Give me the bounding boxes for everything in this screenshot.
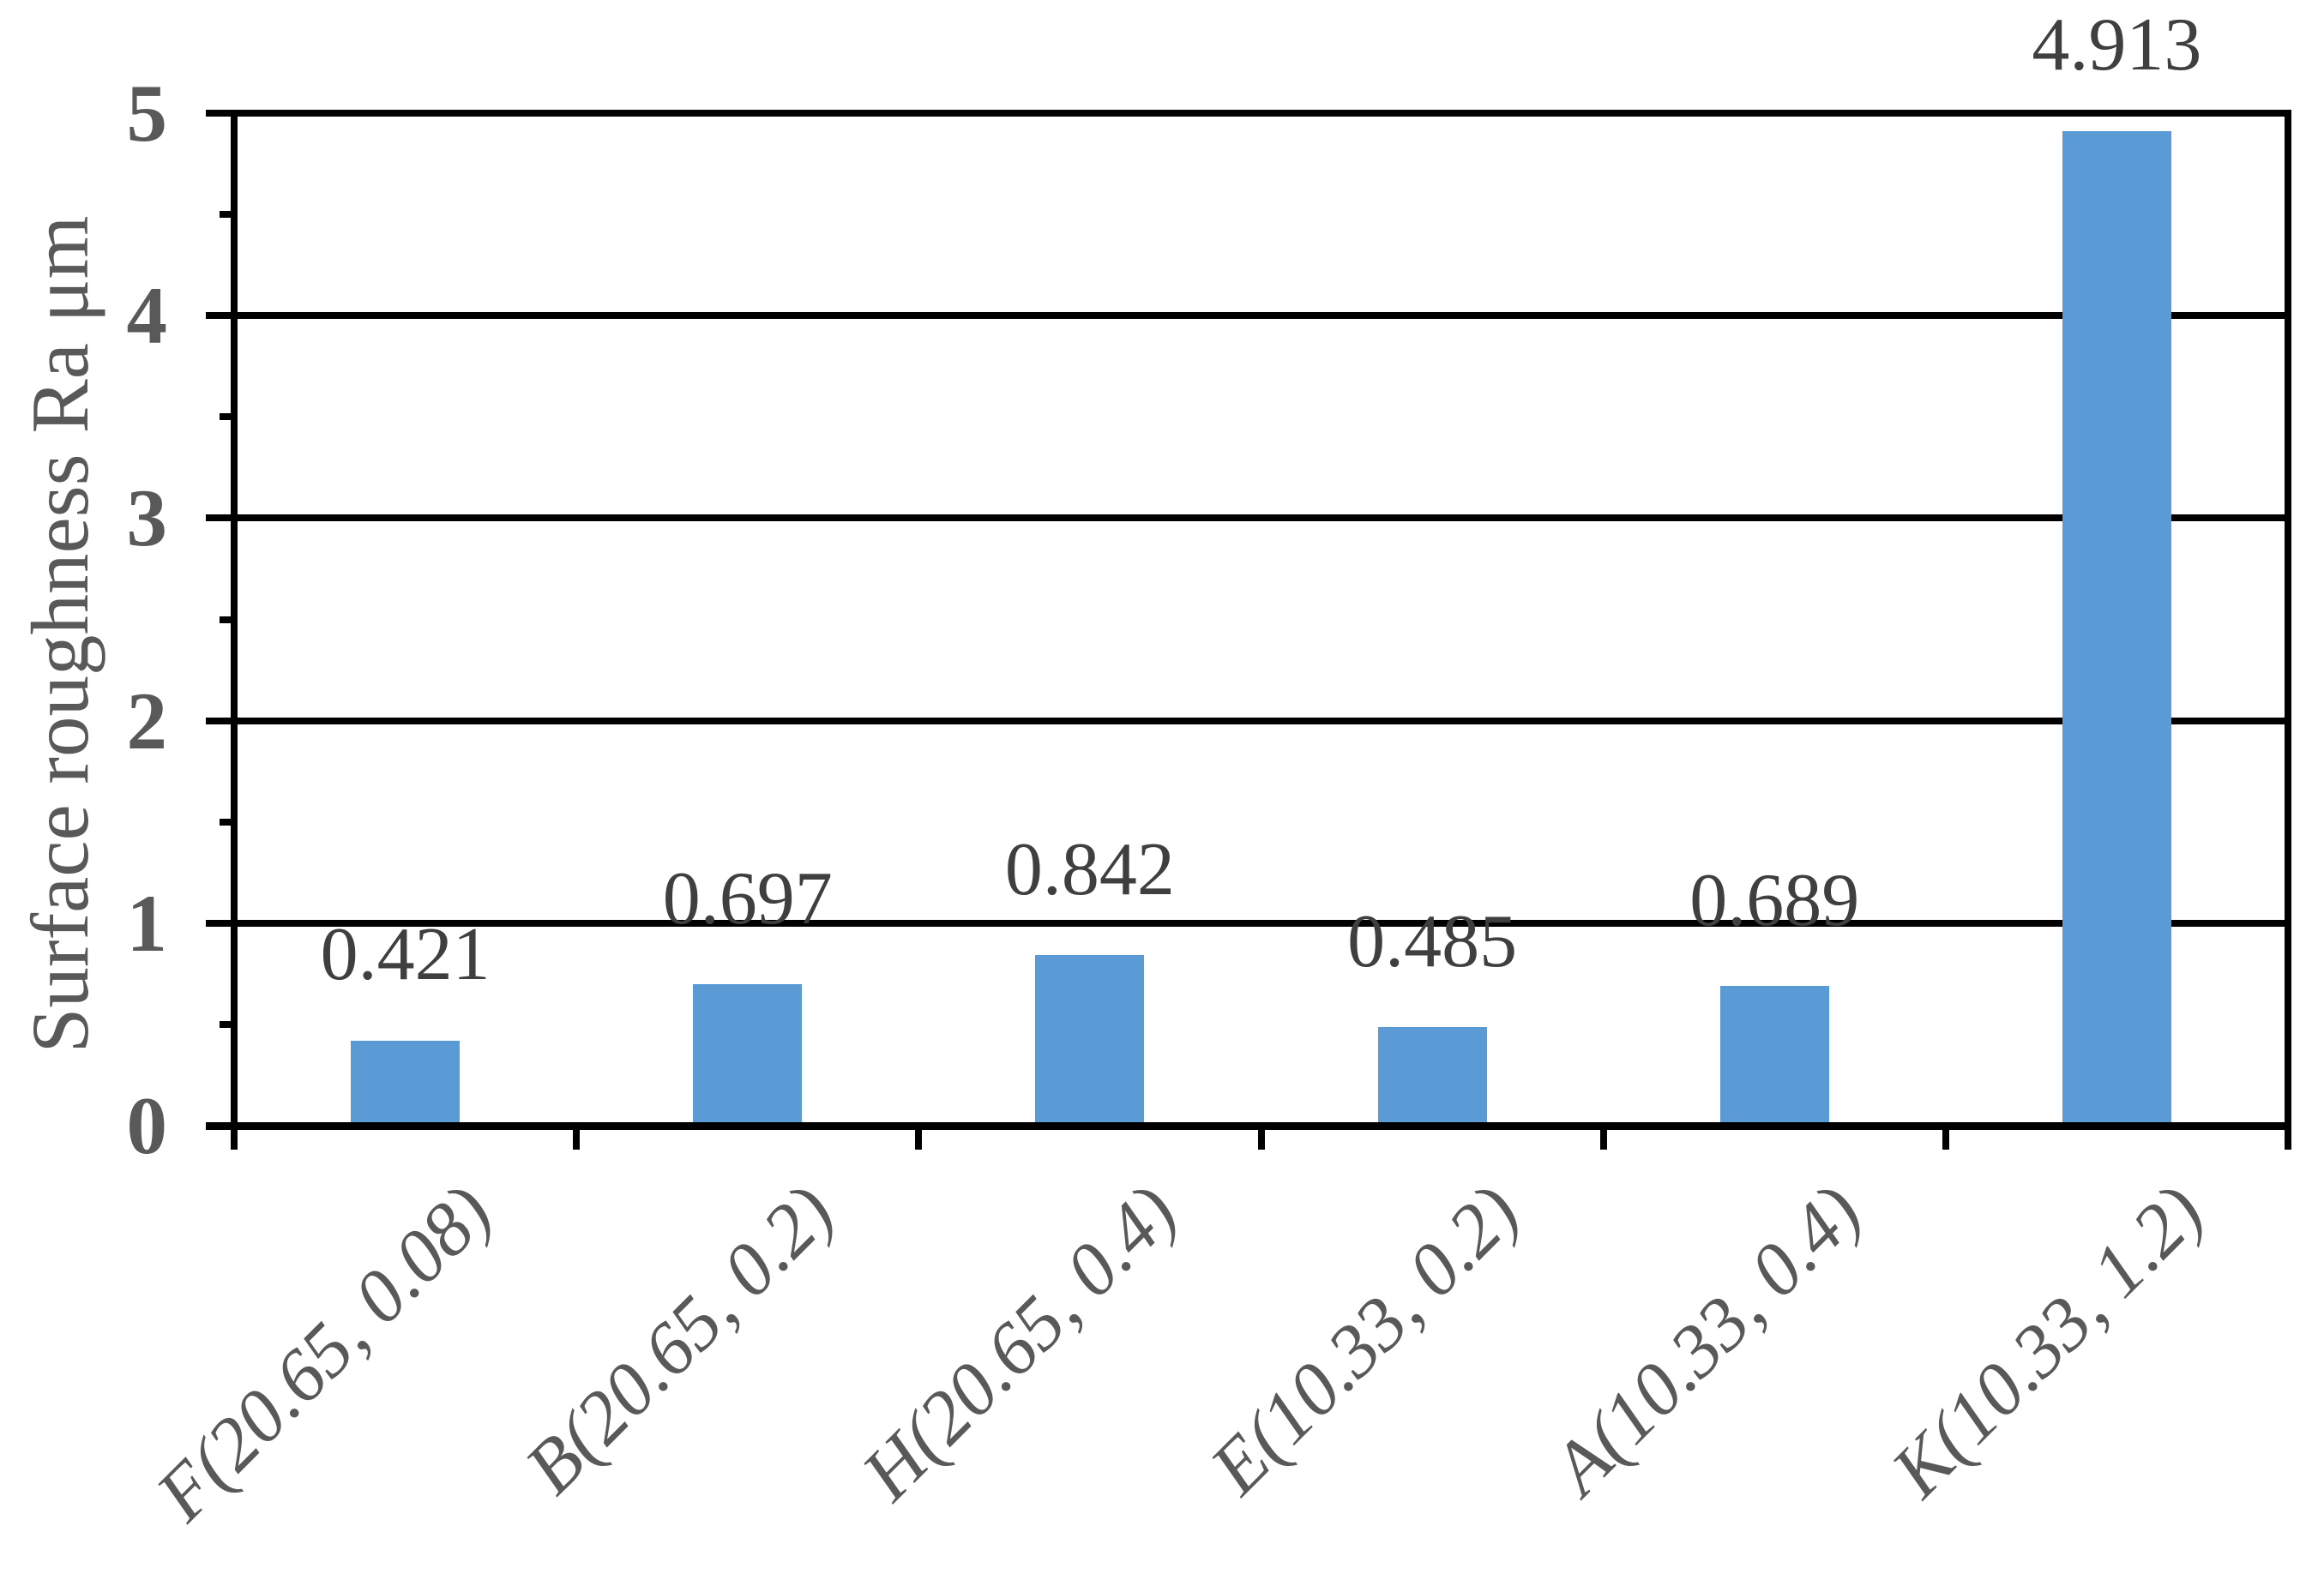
- x-category-label: K(10.33, 1.2): [1876, 1169, 2220, 1513]
- x-axis-tick: [573, 1126, 581, 1150]
- x-axis-line: [206, 1121, 2288, 1130]
- y-minor-tick: [220, 818, 234, 826]
- y-gridline: [206, 514, 2288, 522]
- y-gridline: [206, 919, 2288, 927]
- y-gridline: [206, 110, 2288, 117]
- y-minor-tick: [220, 616, 234, 623]
- y-minor-tick: [220, 1020, 234, 1028]
- y-gridline: [206, 312, 2288, 320]
- bar-value-label: 0.421: [320, 913, 491, 997]
- x-category-label: H(20.65, 0.4): [846, 1169, 1193, 1517]
- x-axis-tick: [231, 1126, 238, 1150]
- bar: [693, 984, 803, 1126]
- bar: [1377, 1027, 1487, 1126]
- y-tick-label: 0: [126, 1080, 168, 1171]
- x-category-label: F(20.65, 0.08): [141, 1169, 509, 1537]
- x-axis-tick: [1257, 1126, 1265, 1150]
- bar-value-label: 4.913: [2032, 3, 2202, 87]
- y-tick-label: 4: [126, 270, 168, 362]
- bar: [351, 1040, 461, 1126]
- x-category-label: E(10.33, 0.2): [1195, 1169, 1536, 1511]
- y-tick-label: 3: [126, 472, 168, 564]
- y-minor-tick: [220, 211, 234, 219]
- x-axis-tick: [2285, 1126, 2291, 1150]
- bar-value-label: 0.842: [1004, 827, 1175, 911]
- y-axis-line: [231, 110, 238, 1150]
- x-axis-tick: [1599, 1126, 1607, 1150]
- y-tick-label: 2: [126, 675, 168, 766]
- bar: [1719, 986, 1829, 1126]
- x-category-label: B(20.65, 0.2): [509, 1169, 851, 1511]
- bar: [2062, 130, 2171, 1126]
- plot-right-border: [2285, 110, 2291, 1150]
- x-axis-tick: [915, 1126, 923, 1150]
- y-tick-label: 5: [126, 68, 168, 159]
- y-gridline: [206, 717, 2288, 724]
- y-minor-tick: [220, 413, 234, 421]
- bar-value-label: 0.485: [1347, 900, 1518, 984]
- bar: [1035, 955, 1145, 1126]
- x-axis-tick: [1942, 1126, 1949, 1150]
- x-category-label: A(10.33, 0.4): [1537, 1169, 1878, 1511]
- y-tick-label: 1: [126, 877, 168, 969]
- bar-value-label: 0.697: [662, 856, 833, 940]
- bar-value-label: 0.689: [1689, 858, 1860, 942]
